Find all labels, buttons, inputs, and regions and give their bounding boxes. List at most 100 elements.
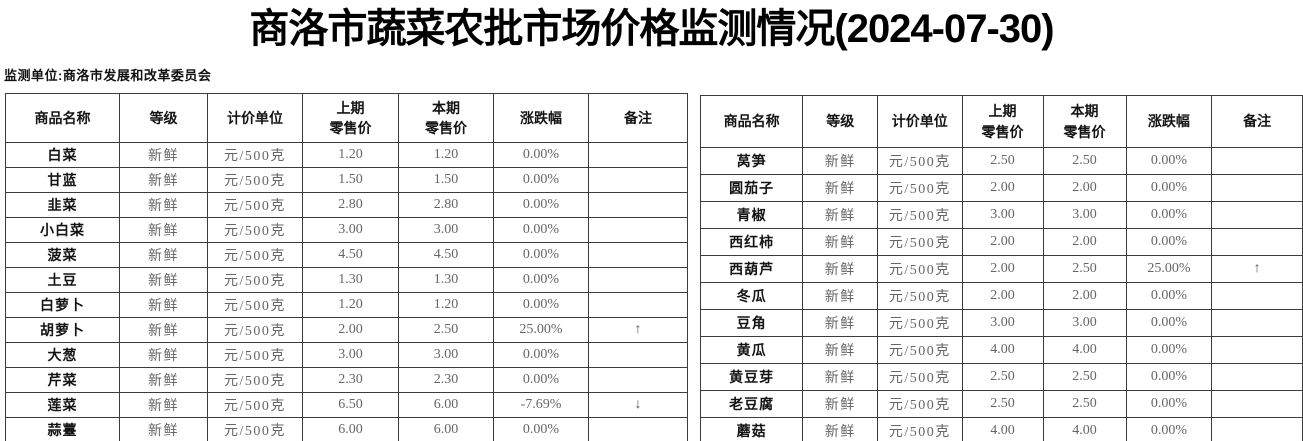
note-cell: [1211, 417, 1303, 441]
table-row: 黄豆芽 新鲜 元/500克 2.50 2.50 0.00%: [699, 363, 1303, 391]
column-header-product-name: 商品名称: [699, 95, 804, 148]
prev-price-cell: 2.00: [961, 255, 1044, 283]
column-header-grade: 等级: [119, 93, 208, 143]
unit-cell: 元/500克: [877, 417, 963, 441]
table-row: 黄瓜 新鲜 元/500克 4.00 4.00 0.00%: [699, 336, 1303, 364]
unit-cell: 元/500克: [207, 242, 303, 268]
left-price-table: 商品名称 等级 计价单位 上期 零售价 本期 零售价 涨跌幅 备注 白菜 新鲜 元/500克 1.…: [5, 93, 688, 441]
prev-price-cell: 4.50: [302, 242, 399, 268]
grade-cell: 新鲜: [802, 282, 879, 310]
change-cell: 0.00%: [1125, 147, 1213, 175]
product-name-cell: 豆角: [699, 309, 804, 337]
monitoring-unit-label: 监测单位:商洛市发展和改革委员会: [4, 68, 212, 83]
product-name-cell: 黄豆芽: [699, 363, 804, 391]
grade-cell: 新鲜: [119, 367, 208, 393]
grade-cell: 新鲜: [119, 342, 208, 368]
unit-cell: 元/500克: [207, 392, 303, 418]
change-cell: 0.00%: [493, 192, 589, 218]
table-row: 白萝卜 新鲜 元/500克 1.20 1.20 0.00%: [5, 292, 688, 318]
prev-price-cell: 2.50: [961, 147, 1044, 175]
table-row: 青椒 新鲜 元/500克 3.00 3.00 0.00%: [699, 201, 1303, 229]
curr-price-cell: 2.50: [1042, 390, 1127, 418]
product-name-cell: 青椒: [699, 201, 804, 229]
change-cell: 0.00%: [493, 142, 589, 168]
grade-cell: 新鲜: [802, 363, 879, 391]
table-row: 菠菜 新鲜 元/500克 4.50 4.50 0.00%: [5, 242, 688, 268]
product-name-cell: 白菜: [5, 142, 120, 168]
unit-cell: 元/500克: [877, 363, 963, 391]
unit-cell: 元/500克: [877, 309, 963, 337]
unit-cell: 元/500克: [877, 228, 963, 256]
unit-cell: 元/500克: [877, 147, 963, 175]
change-cell: 0.00%: [493, 292, 589, 318]
change-cell: 0.00%: [1125, 363, 1213, 391]
curr-price-cell: 3.00: [398, 217, 494, 243]
product-name-cell: 莲菜: [5, 392, 120, 418]
prev-price-cell: 2.50: [961, 363, 1044, 391]
prev-price-cell: 3.00: [961, 309, 1044, 337]
change-cell: 25.00%: [493, 317, 589, 343]
prev-price-cell: 4.00: [961, 417, 1044, 441]
product-name-cell: 圆茄子: [699, 174, 804, 202]
unit-cell: 元/500克: [207, 417, 303, 441]
product-name-cell: 大葱: [5, 342, 120, 368]
note-cell: [588, 267, 688, 293]
table-row: 冬瓜 新鲜 元/500克 2.00 2.00 0.00%: [699, 282, 1303, 310]
prev-price-cell: 1.30: [302, 267, 399, 293]
unit-cell: 元/500克: [207, 342, 303, 368]
change-cell: -7.69%: [493, 392, 589, 418]
prev-price-cell: 2.00: [961, 174, 1044, 202]
table-row: 胡萝卜 新鲜 元/500克 2.00 2.50 25.00% ↑: [5, 317, 688, 343]
product-name-cell: 老豆腐: [699, 390, 804, 418]
column-header-unit: 计价单位: [877, 95, 963, 148]
prev-price-cell: 1.20: [302, 142, 399, 168]
change-cell: 0.00%: [1125, 201, 1213, 229]
prev-price-cell: 3.00: [961, 201, 1044, 229]
table-row: 莴笋 新鲜 元/500克 2.50 2.50 0.00%: [699, 147, 1303, 175]
note-cell: [1211, 390, 1303, 418]
unit-cell: 元/500克: [877, 201, 963, 229]
product-name-cell: 胡萝卜: [5, 317, 120, 343]
product-name-cell: 西红柿: [699, 228, 804, 256]
note-cell: [1211, 201, 1303, 229]
table-row: 老豆腐 新鲜 元/500克 2.50 2.50 0.00%: [699, 390, 1303, 418]
curr-price-cell: 2.00: [1042, 282, 1127, 310]
table-row: 芹菜 新鲜 元/500克 2.30 2.30 0.00%: [5, 367, 688, 393]
column-header-prev-price: 上期 零售价: [302, 93, 399, 143]
product-name-cell: 黄瓜: [699, 336, 804, 364]
change-cell: 25.00%: [1125, 255, 1213, 283]
curr-price-cell: 3.00: [1042, 201, 1127, 229]
page-title: 商洛市蔬菜农批市场价格监测情况(2024-07-30): [249, 7, 1054, 51]
curr-price-cell: 1.20: [398, 292, 494, 318]
prev-price-cell: 2.00: [961, 228, 1044, 256]
prev-price-cell: 2.50: [961, 390, 1044, 418]
product-name-cell: 小白菜: [5, 217, 120, 243]
column-header-curr-price: 本期 零售价: [398, 93, 494, 143]
grade-cell: 新鲜: [802, 255, 879, 283]
note-cell: [588, 242, 688, 268]
unit-cell: 元/500克: [207, 167, 303, 193]
note-cell: [1211, 282, 1303, 310]
change-cell: 0.00%: [493, 342, 589, 368]
table-row: 莲菜 新鲜 元/500克 6.50 6.00 -7.69% ↓: [5, 392, 688, 418]
note-cell: [1211, 309, 1303, 337]
prev-price-cell: 3.00: [302, 342, 399, 368]
curr-price-cell: 1.30: [398, 267, 494, 293]
column-header-note: 备注: [1211, 95, 1303, 148]
prev-price-cell: 1.20: [302, 292, 399, 318]
change-cell: 0.00%: [1125, 336, 1213, 364]
table-row: 西葫芦 新鲜 元/500克 2.00 2.50 25.00% ↑: [699, 255, 1303, 283]
grade-cell: 新鲜: [802, 228, 879, 256]
curr-price-cell: 2.00: [1042, 228, 1127, 256]
note-cell: [588, 367, 688, 393]
grade-cell: 新鲜: [802, 309, 879, 337]
product-name-cell: 白萝卜: [5, 292, 120, 318]
grade-cell: 新鲜: [119, 317, 208, 343]
change-cell: 0.00%: [1125, 228, 1213, 256]
grade-cell: 新鲜: [119, 217, 208, 243]
change-cell: 0.00%: [1125, 417, 1213, 441]
note-cell: [588, 192, 688, 218]
grade-cell: 新鲜: [119, 192, 208, 218]
table-row: 土豆 新鲜 元/500克 1.30 1.30 0.00%: [5, 267, 688, 293]
curr-price-cell: 2.80: [398, 192, 494, 218]
